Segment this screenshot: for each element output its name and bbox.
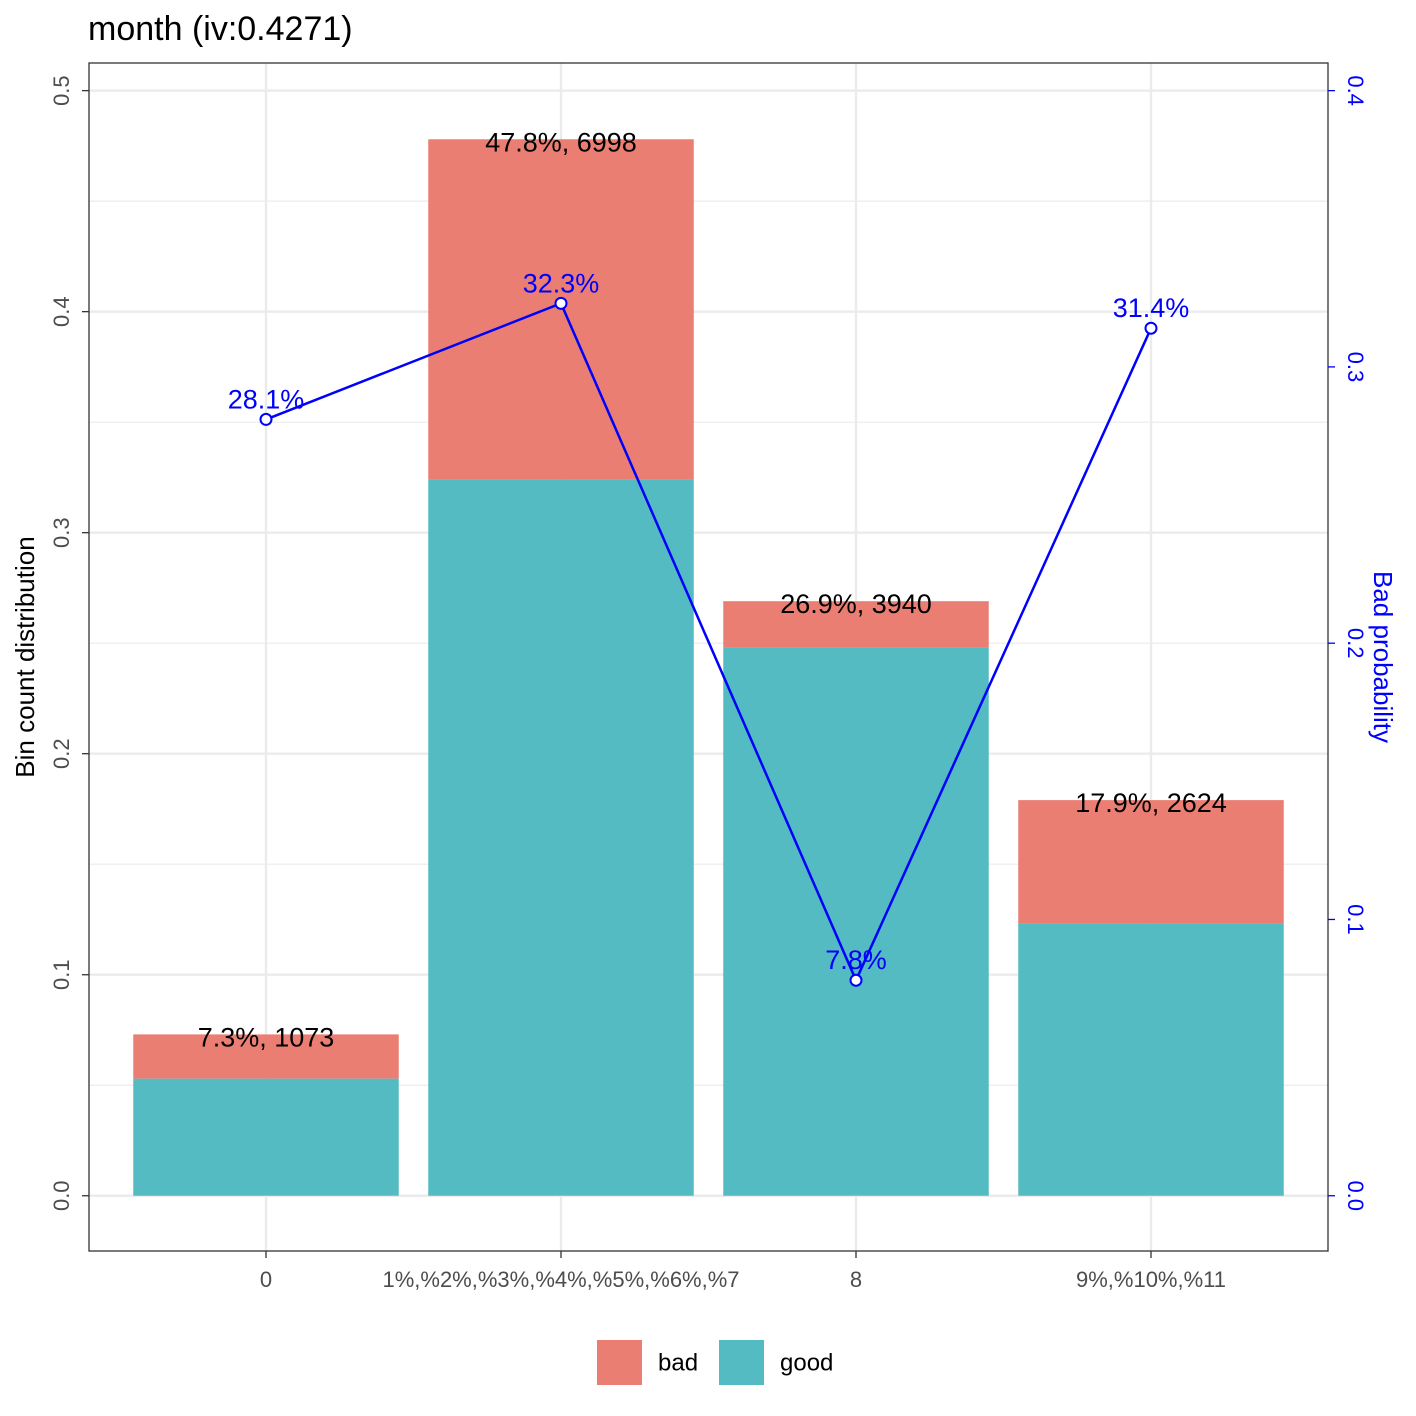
data-labels: 7.3%, 1073 47.8%, 6998 26.9%, 3940 17.9%, 2…	[198, 127, 1227, 1052]
bar-good	[723, 647, 989, 1196]
y2-tick-label: 0.1	[1343, 904, 1368, 935]
bar-label: 26.9%, 3940	[780, 589, 932, 619]
bar-good	[133, 1078, 399, 1196]
x-tick-label: 8	[850, 1267, 862, 1292]
y2-tick-label: 0.0	[1343, 1180, 1368, 1211]
y2-tick-label: 0.3	[1343, 352, 1368, 383]
bad-probability-polyline	[265, 301, 1153, 984]
y-tick-label: 0.5	[49, 75, 74, 106]
legend: bad good	[597, 1340, 833, 1385]
bad-probability-point	[259, 412, 273, 426]
bar-bad	[133, 1034, 399, 1079]
bad-probability-point	[554, 296, 568, 310]
bar-good	[428, 479, 694, 1196]
y-axis-title: Bin count distribution	[10, 536, 40, 777]
bar-label: 47.8%, 6998	[485, 127, 637, 157]
x-tick-label: 9%,%10%,%11	[1076, 1267, 1226, 1292]
bad-probability-label: 28.1%	[228, 384, 305, 414]
chart-title: month (iv:0.4271)	[88, 10, 353, 48]
y2-tick-label: 0.2	[1343, 628, 1368, 659]
y-tick-label: 0.2	[49, 738, 74, 769]
bad-probability-label: 32.3%	[523, 268, 600, 298]
panel-border	[88, 62, 1329, 1252]
bar-label: 17.9%, 2624	[1075, 788, 1227, 818]
y2-axis-title: Bad probability	[1368, 571, 1398, 743]
bar-label: 7.3%, 1073	[198, 1022, 335, 1052]
y-tick-label: 0.0	[49, 1180, 74, 1211]
y-tick-label: 0.4	[49, 296, 74, 327]
bars	[133, 139, 1284, 1196]
legend-key-bad	[597, 1340, 642, 1385]
y2-tick-label: 0.4	[1343, 75, 1368, 106]
bar-bad	[723, 601, 989, 648]
bar-bad	[1018, 800, 1284, 924]
x-tick-label: 0	[260, 1267, 272, 1292]
x-tick-label: 1%,%2%,%3%,%4%,%5%,%6%,%7	[382, 1267, 739, 1292]
bad-probability-label: 7.8%	[825, 945, 887, 975]
legend-label-bad: bad	[658, 1350, 698, 1377]
bad-probability-label: 31.4%	[1113, 293, 1190, 323]
axes: 0.0 0.1 0.2 0.3 0.4 0.5 0.0 0.1 0.2 0.3 0.4 0 1%,%2%…	[49, 62, 1368, 1292]
bad-probability-point	[1144, 321, 1158, 335]
legend-key-good	[719, 1340, 764, 1385]
bad-probability-point	[849, 973, 863, 987]
y-tick-label: 0.1	[49, 959, 74, 990]
y-tick-label: 0.3	[49, 517, 74, 548]
legend-label-good: good	[780, 1350, 833, 1377]
bar-good	[1018, 923, 1284, 1196]
bad-probability-line	[259, 296, 1158, 987]
